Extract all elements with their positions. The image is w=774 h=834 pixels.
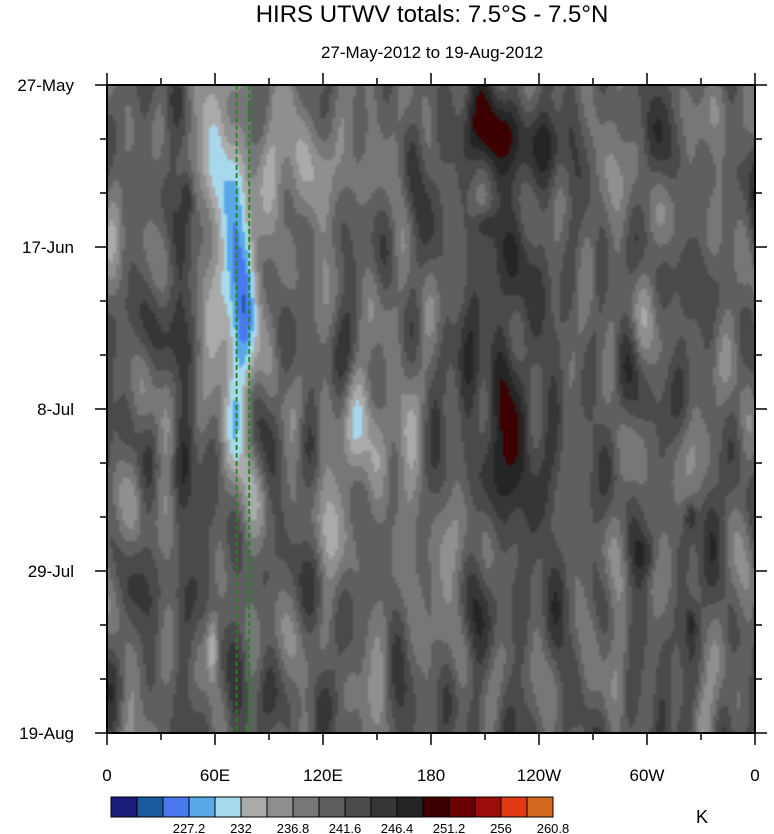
colorbar-box	[500, 796, 528, 818]
chart-subtitle: 27-May-2012 to 19-Aug-2012	[321, 43, 543, 62]
colorbar-box	[448, 796, 476, 818]
colorbar-box	[292, 796, 320, 818]
chart-title: HIRS UTWV totals: 7.5°S - 7.5°N	[256, 1, 609, 28]
colorbar-box	[474, 796, 502, 818]
y-tick-label: 19-Aug	[19, 724, 74, 743]
colorbar-box	[110, 796, 138, 818]
y-tick-label: 17-Jun	[22, 238, 74, 257]
colorbar-label: 251.2	[433, 821, 466, 834]
colorbar-box	[188, 796, 216, 818]
colorbar-box	[162, 796, 190, 818]
y-tick-labels: 27-May 17-Jun 8-Jul 29-Jul 19-Aug	[17, 76, 74, 743]
x-tick-label: 120E	[303, 766, 343, 785]
colorbar-box	[526, 796, 554, 818]
y-tick-label: 27-May	[17, 76, 74, 95]
colorbar-label: 256	[490, 821, 512, 834]
x-tick-label: 0	[102, 766, 111, 785]
colorbar-box	[266, 796, 294, 818]
x-tick-label: 60W	[630, 766, 665, 785]
colorbar-box	[318, 796, 346, 818]
colorbar-box	[344, 796, 372, 818]
utwv-heatmap	[107, 85, 755, 733]
plot-area	[107, 85, 755, 733]
x-tick-label: 180	[417, 766, 445, 785]
colorbar-box	[396, 796, 424, 818]
colorbar-label: 232	[230, 821, 252, 834]
colorbar: 227.2 232 236.8 241.6 246.4 251.2 256 260.8	[110, 796, 570, 834]
y-tick-label: 8-Jul	[37, 400, 74, 419]
colorbar-label: 236.8	[277, 821, 310, 834]
x-tick-label: 0	[750, 766, 759, 785]
colorbar-label: 227.2	[173, 821, 206, 834]
y-tick-label: 29-Jul	[28, 562, 74, 581]
colorbar-box	[240, 796, 268, 818]
colorbar-box	[136, 796, 164, 818]
colorbar-box	[370, 796, 398, 818]
x-tick-label: 120W	[517, 766, 561, 785]
colorbar-box	[214, 796, 242, 818]
colorbar-label: 246.4	[381, 821, 414, 834]
x-tick-label: 60E	[200, 766, 230, 785]
colorbar-label: 260.8	[537, 821, 570, 834]
colorbar-box	[422, 796, 450, 818]
reference-lines	[235, 85, 251, 733]
colorbar-unit: K	[696, 807, 708, 827]
x-tick-labels: 0 60E 120E 180 120W 60W 0	[102, 766, 759, 785]
colorbar-label: 241.6	[329, 821, 362, 834]
axis-ticks	[95, 73, 767, 745]
